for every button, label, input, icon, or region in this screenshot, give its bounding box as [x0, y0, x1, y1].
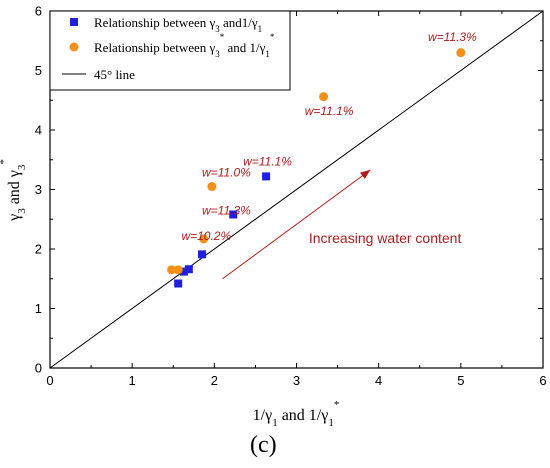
circle-data-point: [167, 265, 177, 275]
y-tick-label: 0: [35, 361, 42, 376]
legend-series-3: 45° line: [94, 67, 135, 82]
svg-text:γ3 and γ3*: γ3 and γ3*: [0, 159, 28, 222]
circle-data-point: [199, 234, 209, 244]
axis-tick-labels: 0 1 2 3 4 5 6 0 1 2 3 4 5 6: [35, 4, 547, 389]
annotation-label: w=11.0%: [202, 165, 251, 179]
square-data-point: [229, 210, 238, 219]
annotation-label: w=11.1%: [243, 155, 292, 169]
arrow-layer: Increasing water content: [222, 169, 462, 280]
annotations-layer: w=11.3%w=11.1%w=11.1%w=11.0%w=11.3%w=10.…: [181, 30, 477, 243]
legend-square-marker: [70, 18, 78, 26]
x-tick-label: 4: [375, 373, 382, 388]
circle-data-point: [173, 265, 183, 275]
y-tick-label: 6: [35, 4, 42, 19]
y-tick-label: 3: [35, 182, 42, 197]
y-tick-label: 2: [35, 242, 42, 257]
y-tick-label: 5: [35, 63, 42, 78]
x-tick-label: 6: [539, 373, 546, 388]
circle-data-point: [319, 92, 329, 102]
annotation-label: w=10.2%: [181, 229, 231, 243]
legend: Relationship between γ3 and1/γ1 Relation…: [49, 10, 291, 91]
square-data-point: [179, 267, 188, 276]
square-data-point: [262, 172, 271, 181]
square-data-point: [198, 250, 207, 259]
diagonal-line-layer: [49, 10, 544, 369]
x-axis-title: 1/γ1 and 1/γ1*: [253, 399, 340, 429]
diagonal-45-line: [49, 10, 544, 369]
legend-circle-marker: [69, 42, 79, 52]
circle-data-point: [456, 48, 466, 58]
x-tick-label: 1: [129, 373, 136, 388]
legend-box: [49, 10, 291, 91]
annotation-label: w=11.1%: [305, 104, 354, 118]
arrow-caption: Increasing water content: [309, 230, 462, 246]
y-tick-label: 4: [35, 123, 42, 138]
trend-arrow-head: [360, 169, 371, 180]
circle-data-point: [207, 182, 217, 192]
trend-arrow-line: [222, 169, 371, 280]
y-tick-label: 1: [35, 301, 42, 316]
square-data-point: [184, 265, 193, 274]
annotation-label: w=11.3%: [428, 30, 477, 44]
x-tick-label: 3: [293, 373, 300, 388]
panel-label: (c): [250, 432, 277, 458]
legend-series-1: Relationship between γ3 and1/γ1: [94, 15, 262, 34]
square-data-point: [174, 279, 183, 288]
x-tick-label: 5: [457, 373, 464, 388]
x-tick-label: 0: [46, 373, 53, 388]
x-tick-label: 2: [211, 373, 218, 388]
annotation-label: w=11.3%: [202, 203, 251, 217]
data-points-layer: [167, 48, 466, 288]
y-axis-title: γ3 and γ3*: [0, 159, 28, 222]
